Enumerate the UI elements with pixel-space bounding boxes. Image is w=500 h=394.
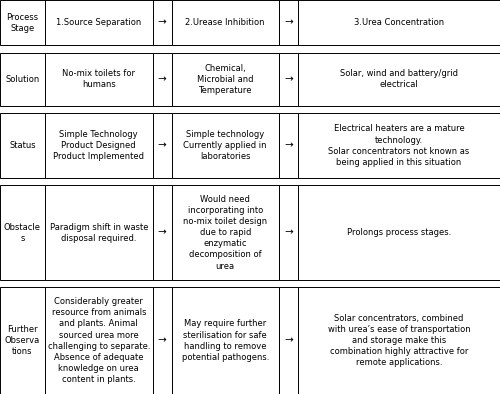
Bar — [279, 52, 298, 106]
Bar — [279, 0, 298, 45]
Bar — [298, 0, 500, 45]
Bar — [279, 185, 298, 280]
Text: Obstacle
s: Obstacle s — [4, 223, 41, 243]
Bar — [172, 113, 279, 178]
Bar — [0, 287, 45, 394]
Text: 1.Source Separation: 1.Source Separation — [56, 18, 142, 27]
Text: →: → — [158, 74, 166, 84]
Text: May require further
sterilisation for safe
handling to remove
potential pathogen: May require further sterilisation for sa… — [182, 320, 269, 362]
Text: Chemical,
Microbial and
Temperature: Chemical, Microbial and Temperature — [197, 64, 254, 95]
Bar — [0, 185, 45, 280]
Text: 3.Urea Concentration: 3.Urea Concentration — [354, 18, 444, 27]
Bar — [298, 185, 500, 280]
Bar — [0, 113, 45, 178]
Text: →: → — [158, 141, 166, 151]
Text: Simple Technology
Product Designed
Product Implemented: Simple Technology Product Designed Produ… — [53, 130, 144, 161]
Bar — [279, 113, 298, 178]
Bar — [279, 287, 298, 394]
Bar — [45, 113, 152, 178]
Text: →: → — [284, 74, 293, 84]
Text: Solar concentrators, combined
with urea’s ease of transportation
and storage mak: Solar concentrators, combined with urea’… — [328, 314, 470, 367]
Bar — [298, 287, 500, 394]
Bar — [298, 52, 500, 106]
Bar — [45, 52, 152, 106]
Text: →: → — [158, 228, 166, 238]
Bar — [152, 52, 172, 106]
Text: Prolongs process stages.: Prolongs process stages. — [347, 228, 451, 237]
Bar — [152, 287, 172, 394]
Text: Electrical heaters are a mature
technology.
Solar concentrators not known as
bei: Electrical heaters are a mature technolo… — [328, 125, 470, 167]
Text: Paradigm shift in waste
disposal required.: Paradigm shift in waste disposal require… — [50, 223, 148, 243]
Text: →: → — [284, 141, 293, 151]
Text: Considerably greater
resource from animals
and plants. Animal
sourced urea more
: Considerably greater resource from anima… — [48, 297, 150, 384]
Bar — [172, 185, 279, 280]
Bar — [172, 52, 279, 106]
Text: 2.Urease Inhibition: 2.Urease Inhibition — [186, 18, 265, 27]
Text: Process
Stage: Process Stage — [6, 13, 38, 33]
Bar — [172, 287, 279, 394]
Text: →: → — [158, 18, 166, 28]
Bar — [152, 113, 172, 178]
Bar — [45, 287, 152, 394]
Text: Solar, wind and battery/grid
electrical: Solar, wind and battery/grid electrical — [340, 69, 458, 89]
Text: Simple technology
Currently applied in
laboratories: Simple technology Currently applied in l… — [184, 130, 267, 161]
Bar — [152, 185, 172, 280]
Text: →: → — [284, 228, 293, 238]
Text: No-mix toilets for
humans: No-mix toilets for humans — [62, 69, 135, 89]
Bar — [172, 0, 279, 45]
Bar — [0, 52, 45, 106]
Text: Solution: Solution — [6, 75, 40, 84]
Text: Status: Status — [9, 141, 36, 150]
Text: →: → — [284, 18, 293, 28]
Text: Further
Observa
tions: Further Observa tions — [5, 325, 40, 356]
Bar — [0, 0, 45, 45]
Text: →: → — [284, 336, 293, 346]
Bar — [152, 0, 172, 45]
Bar — [45, 0, 152, 45]
Bar — [298, 113, 500, 178]
Text: Would need
incorporating into
no-mix toilet design
due to rapid
enzymatic
decomp: Would need incorporating into no-mix toi… — [183, 195, 268, 271]
Bar — [45, 185, 152, 280]
Text: →: → — [158, 336, 166, 346]
